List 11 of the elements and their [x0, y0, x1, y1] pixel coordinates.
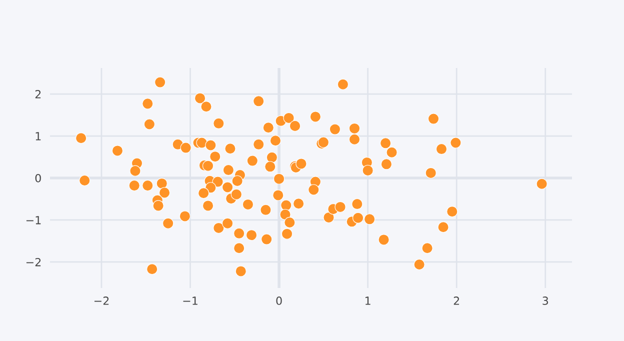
y-tick-label: −1 [26, 216, 41, 224]
x-tick-label: −2 [94, 296, 109, 305]
y-tick-label: −2 [26, 258, 41, 266]
y-tick-label: 1 [36, 132, 41, 140]
y-tick-label: 2 [35, 90, 41, 98]
x-tick-label: 1 [366, 296, 370, 305]
x-tick-label: 3 [542, 296, 548, 305]
y-tick-label: 0 [35, 174, 41, 182]
x-tick-label: 2 [454, 296, 460, 305]
x-tick-label: 0 [276, 296, 282, 305]
x-tick-label: −1 [183, 296, 198, 305]
